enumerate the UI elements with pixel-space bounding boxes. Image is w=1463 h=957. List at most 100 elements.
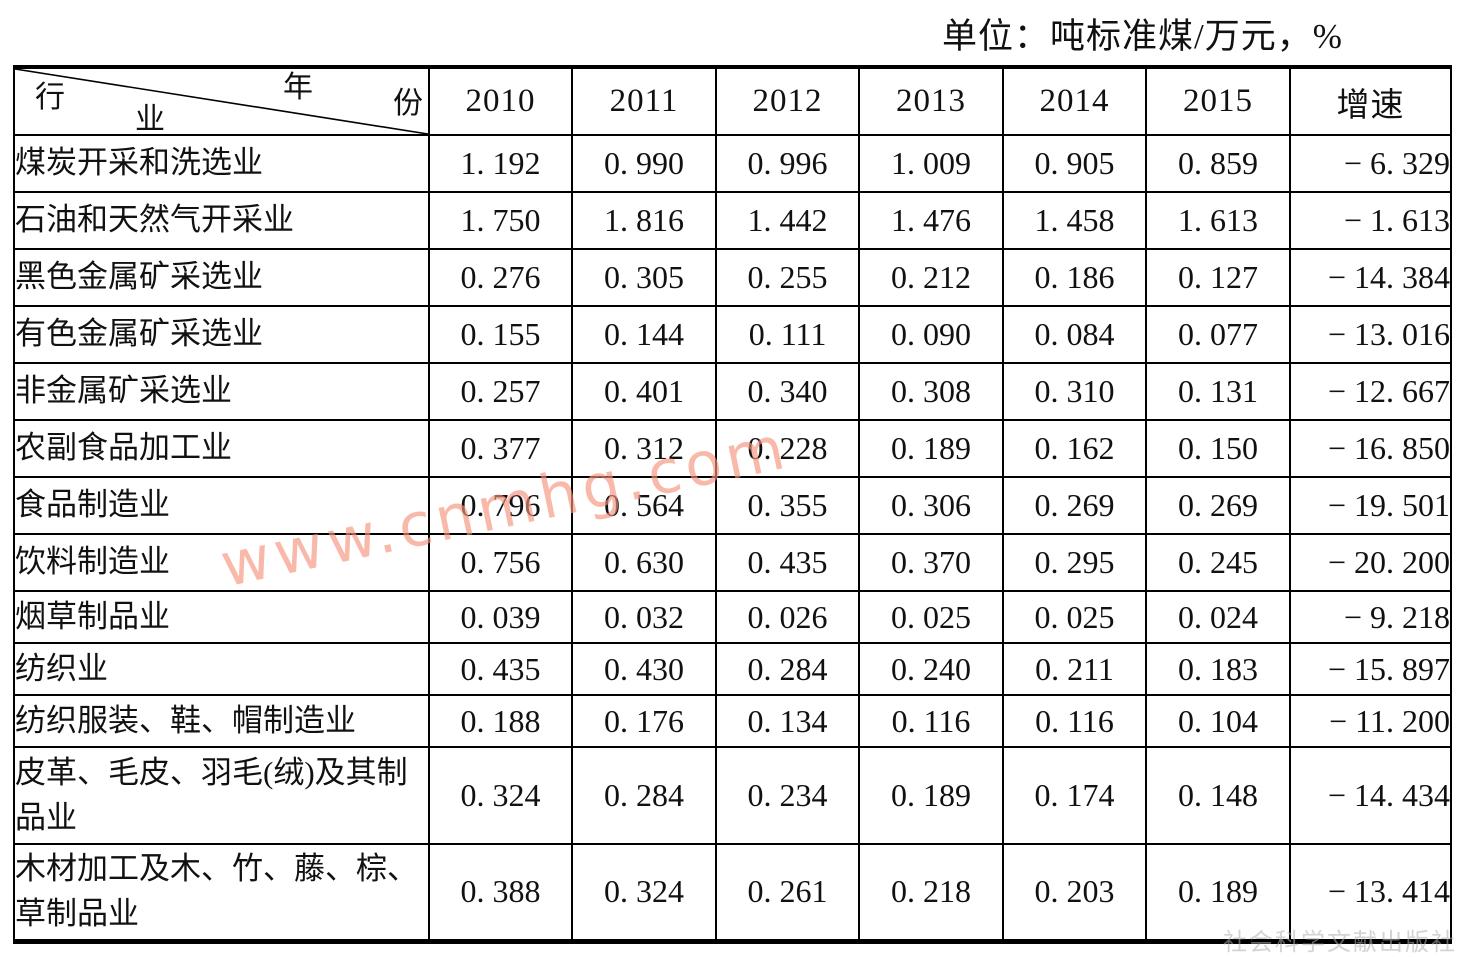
- value-cell: 0. 435: [715, 533, 860, 592]
- growth-cell: − 19. 501: [1289, 476, 1452, 535]
- industry-cell: 饮料制造业: [13, 533, 430, 592]
- growth-cell: − 20. 200: [1289, 533, 1452, 592]
- value-cell: 0. 144: [571, 305, 717, 364]
- col-header-2013: 2013: [858, 66, 1004, 136]
- value-cell: 0. 996: [715, 134, 860, 193]
- industry-cell: 食品制造业: [13, 476, 430, 535]
- col-header-2012: 2012: [715, 66, 860, 136]
- value-cell: 0. 032: [571, 590, 717, 644]
- value-cell: 1. 458: [1002, 191, 1147, 250]
- value-cell: 0. 990: [571, 134, 717, 193]
- value-cell: 0. 240: [858, 642, 1004, 696]
- industry-cell: 非金属矿采选业: [13, 362, 430, 421]
- value-cell: 0. 324: [428, 746, 573, 845]
- value-cell: 0. 308: [858, 362, 1004, 421]
- table-row: 煤炭开采和洗选业 1. 192 0. 990 0. 996 1. 009 0. …: [13, 134, 1452, 193]
- header-row: 行 业 年 份 2010 2011 2012 2013 2014 2015 增速: [13, 66, 1452, 136]
- table-row: 有色金属矿采选业 0. 155 0. 144 0. 111 0. 090 0. …: [13, 305, 1452, 364]
- value-cell: 0. 245: [1145, 533, 1291, 592]
- table-row: 石油和天然气开采业 1. 750 1. 816 1. 442 1. 476 1.…: [13, 191, 1452, 250]
- value-cell: 0. 310: [1002, 362, 1147, 421]
- industry-cell: 纺织服装、鞋、帽制造业: [13, 694, 430, 748]
- value-cell: 0. 211: [1002, 642, 1147, 696]
- value-cell: 0. 212: [858, 248, 1004, 307]
- value-cell: 0. 276: [428, 248, 573, 307]
- value-cell: 0. 859: [1145, 134, 1291, 193]
- value-cell: 0. 796: [428, 476, 573, 535]
- col-axis-char-2: 份: [393, 87, 423, 120]
- value-cell: 0. 401: [571, 362, 717, 421]
- value-cell: 0. 090: [858, 305, 1004, 364]
- value-cell: 1. 442: [715, 191, 860, 250]
- industry-cell: 有色金属矿采选业: [13, 305, 430, 364]
- value-cell: 0. 257: [428, 362, 573, 421]
- col-header-2011: 2011: [571, 66, 717, 136]
- value-cell: 0. 024: [1145, 590, 1291, 644]
- value-cell: 0. 026: [715, 590, 860, 644]
- industry-cell: 烟草制品业: [13, 590, 430, 644]
- value-cell: 0. 388: [428, 843, 573, 942]
- table-row: 食品制造业 0. 796 0. 564 0. 355 0. 306 0. 269…: [13, 476, 1452, 535]
- col-header-2015: 2015: [1145, 66, 1291, 136]
- col-header-2014: 2014: [1002, 66, 1147, 136]
- value-cell: 0. 228: [715, 419, 860, 478]
- growth-cell: − 14. 434: [1289, 746, 1452, 845]
- growth-cell: − 9. 218: [1289, 590, 1452, 644]
- growth-cell: − 14. 384: [1289, 248, 1452, 307]
- table-row: 农副食品加工业 0. 377 0. 312 0. 228 0. 189 0. 1…: [13, 419, 1452, 478]
- value-cell: 0. 189: [1145, 843, 1291, 942]
- value-cell: 0. 025: [1002, 590, 1147, 644]
- value-cell: 0. 284: [715, 642, 860, 696]
- value-cell: 0. 111: [715, 305, 860, 364]
- industry-cell: 石油和天然气开采业: [13, 191, 430, 250]
- value-cell: 0. 039: [428, 590, 573, 644]
- value-cell: 0. 355: [715, 476, 860, 535]
- industry-cell: 农副食品加工业: [13, 419, 430, 478]
- col-header-growth: 增速: [1289, 66, 1452, 136]
- growth-cell: − 13. 414: [1289, 843, 1452, 942]
- value-cell: 0. 150: [1145, 419, 1291, 478]
- diagonal-line: [15, 69, 428, 134]
- value-cell: 0. 116: [1002, 694, 1147, 748]
- value-cell: 0. 564: [571, 476, 717, 535]
- value-cell: 0. 377: [428, 419, 573, 478]
- row-axis-char-2: 业: [135, 103, 165, 135]
- value-cell: 0. 370: [858, 533, 1004, 592]
- energy-intensity-table: 行 业 年 份 2010 2011 2012 2013 2014 2015 增速…: [13, 65, 1452, 944]
- col-header-2010: 2010: [428, 66, 573, 136]
- growth-cell: − 11. 200: [1289, 694, 1452, 748]
- value-cell: 0. 306: [858, 476, 1004, 535]
- growth-cell: − 6. 329: [1289, 134, 1452, 193]
- growth-cell: − 13. 016: [1289, 305, 1452, 364]
- value-cell: 0. 134: [715, 694, 860, 748]
- value-cell: 0. 148: [1145, 746, 1291, 845]
- value-cell: 0. 188: [428, 694, 573, 748]
- value-cell: 0. 131: [1145, 362, 1291, 421]
- table-row: 饮料制造业 0. 756 0. 630 0. 435 0. 370 0. 295…: [13, 533, 1452, 592]
- value-cell: 0. 189: [858, 746, 1004, 845]
- value-cell: 1. 613: [1145, 191, 1291, 250]
- value-cell: 0. 203: [1002, 843, 1147, 942]
- value-cell: 0. 312: [571, 419, 717, 478]
- value-cell: 1. 009: [858, 134, 1004, 193]
- table-row: 非金属矿采选业 0. 257 0. 401 0. 340 0. 308 0. 3…: [13, 362, 1452, 421]
- table-row: 木材加工及木、竹、藤、棕、草制品业 0. 388 0. 324 0. 261 0…: [13, 843, 1452, 942]
- value-cell: 0. 162: [1002, 419, 1147, 478]
- value-cell: 0. 234: [715, 746, 860, 845]
- growth-cell: − 15. 897: [1289, 642, 1452, 696]
- table-row: 烟草制品业 0. 039 0. 032 0. 026 0. 025 0. 025…: [13, 590, 1452, 644]
- col-axis-char-1: 年: [283, 71, 313, 104]
- value-cell: 0. 269: [1002, 476, 1147, 535]
- industry-cell: 黑色金属矿采选业: [13, 248, 430, 307]
- industry-cell: 皮革、毛皮、羽毛(绒)及其制品业: [13, 746, 430, 845]
- value-cell: 0. 116: [858, 694, 1004, 748]
- value-cell: 0. 174: [1002, 746, 1147, 845]
- industry-cell: 木材加工及木、竹、藤、棕、草制品业: [13, 843, 430, 942]
- growth-cell: − 1. 613: [1289, 191, 1452, 250]
- value-cell: 0. 905: [1002, 134, 1147, 193]
- value-cell: 0. 324: [571, 843, 717, 942]
- growth-cell: − 16. 850: [1289, 419, 1452, 478]
- value-cell: 0. 284: [571, 746, 717, 845]
- table-row: 皮革、毛皮、羽毛(绒)及其制品业 0. 324 0. 284 0. 234 0.…: [13, 746, 1452, 845]
- value-cell: 0. 430: [571, 642, 717, 696]
